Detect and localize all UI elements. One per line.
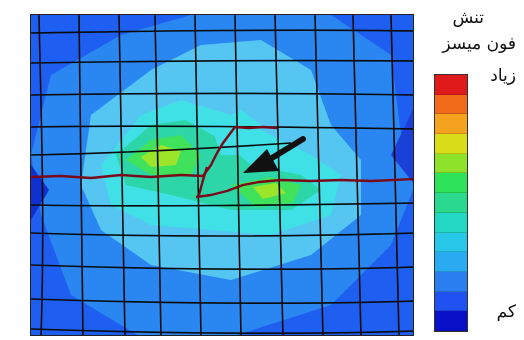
mesh-line xyxy=(352,15,362,335)
mesh-grid xyxy=(31,15,413,335)
color-scale-segment xyxy=(435,173,467,194)
color-scale-segment xyxy=(435,212,467,233)
mesh-line xyxy=(31,232,413,237)
crack-path xyxy=(31,125,413,199)
color-scale-segment xyxy=(435,271,467,292)
contour-svg xyxy=(31,15,413,335)
color-scale-bar xyxy=(434,74,468,332)
mesh-line xyxy=(234,15,242,335)
arrow-head xyxy=(243,149,279,173)
contour-edge-left xyxy=(31,165,49,220)
stress-contour-plot xyxy=(30,14,414,336)
legend-high-label: زیاد xyxy=(490,66,516,86)
mesh-line xyxy=(31,202,413,207)
crack-step-segment xyxy=(234,125,278,130)
color-scale-segment xyxy=(435,134,467,154)
mesh-line xyxy=(31,298,413,304)
contour-region-yellow-right xyxy=(253,183,286,199)
color-scale-segment xyxy=(435,114,467,135)
mesh-line xyxy=(31,142,292,156)
color-scale-segment xyxy=(435,252,467,272)
color-scale-segment xyxy=(435,291,467,312)
pointer-arrow xyxy=(243,136,306,173)
color-legend: تنش فون میسز زیاد کم xyxy=(430,8,520,338)
crack-vertical-segment xyxy=(197,166,209,196)
mesh-line xyxy=(314,15,324,335)
mesh-line xyxy=(154,15,162,335)
mesh-line xyxy=(38,15,44,335)
color-scale-segment xyxy=(435,193,467,213)
mesh-line xyxy=(390,15,400,335)
crack-left-segment xyxy=(31,126,236,180)
legend-title-line2: فون میسز xyxy=(442,34,516,54)
mesh-line xyxy=(78,15,84,335)
arrow-shaft xyxy=(264,136,306,164)
crack-right-segment xyxy=(195,177,413,199)
color-scale-segment xyxy=(435,232,467,253)
mesh-line xyxy=(274,15,284,335)
legend-title-line1: تنش xyxy=(452,8,484,28)
color-scale-segment xyxy=(435,94,467,115)
mesh-line xyxy=(31,328,413,334)
contour-edge-right xyxy=(391,109,413,183)
color-scale-segment xyxy=(435,75,467,95)
color-scale-segment xyxy=(435,153,467,174)
color-scale-segment xyxy=(435,311,467,331)
mesh-line xyxy=(31,264,413,270)
legend-low-label: کم xyxy=(496,302,516,322)
